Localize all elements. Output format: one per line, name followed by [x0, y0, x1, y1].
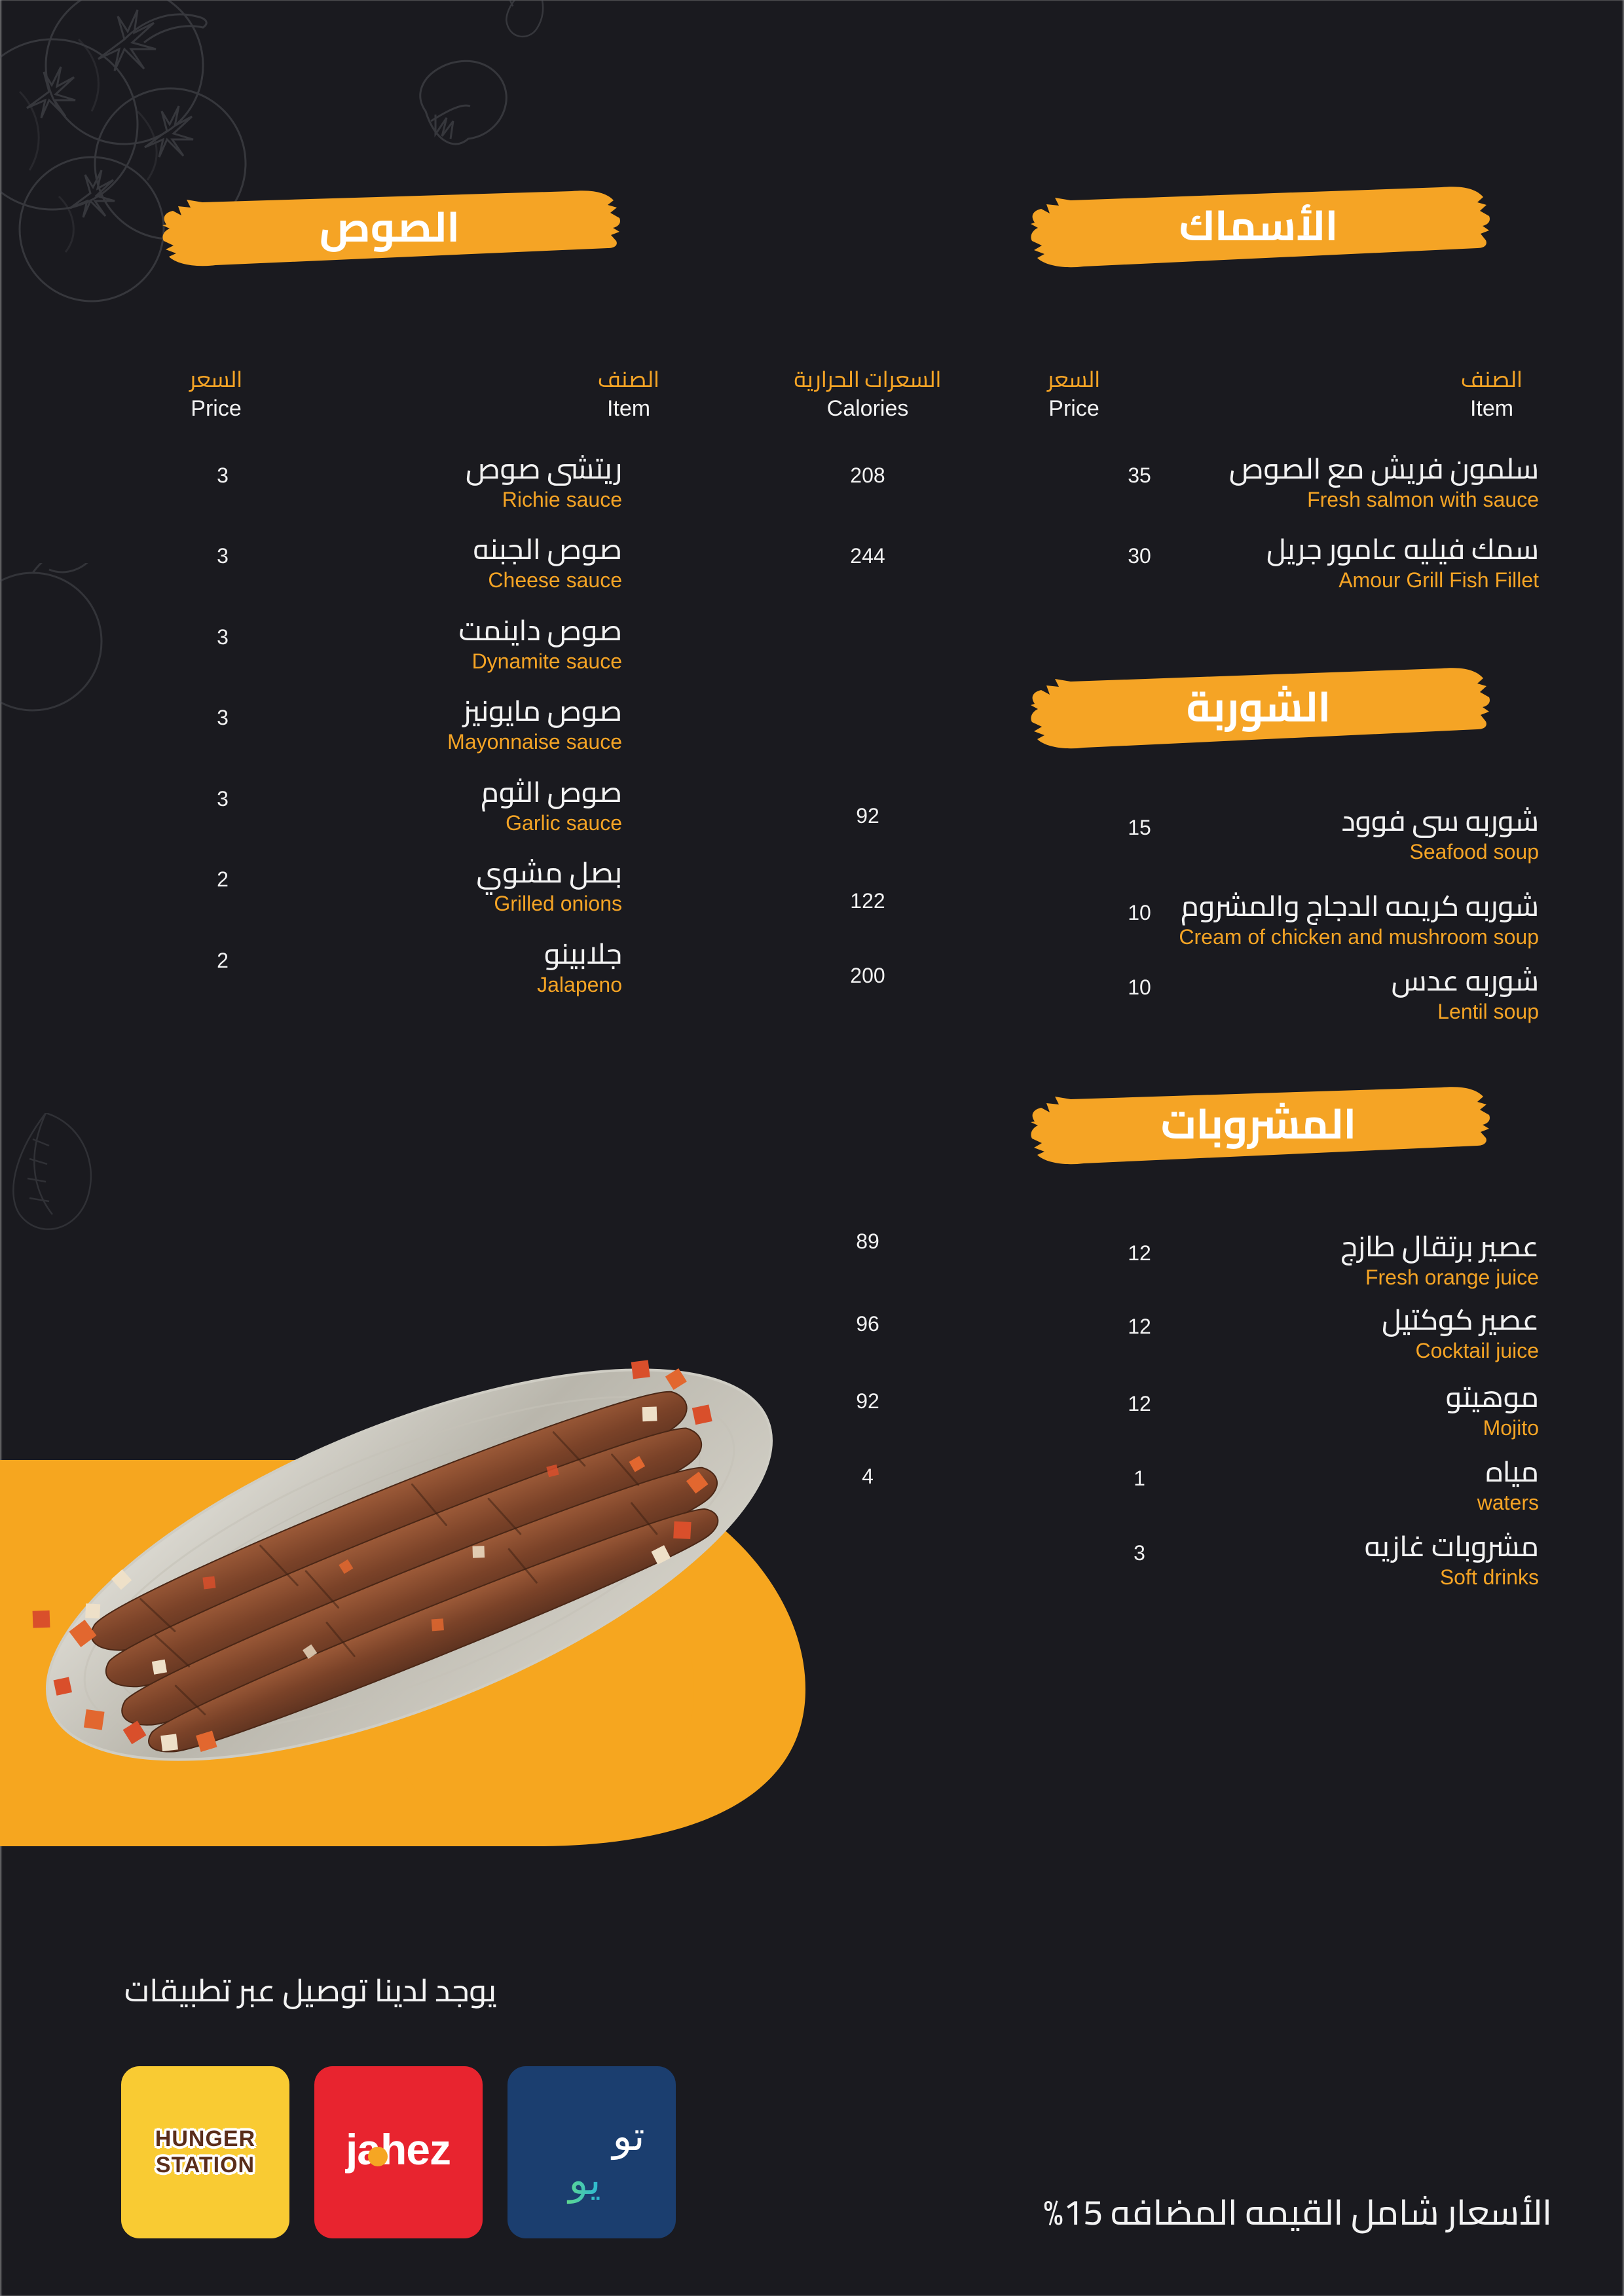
svg-text:يو: يو [566, 2158, 600, 2204]
svg-text:تو: تو [610, 2114, 644, 2160]
svg-text:jahez: jahez [344, 2125, 451, 2174]
